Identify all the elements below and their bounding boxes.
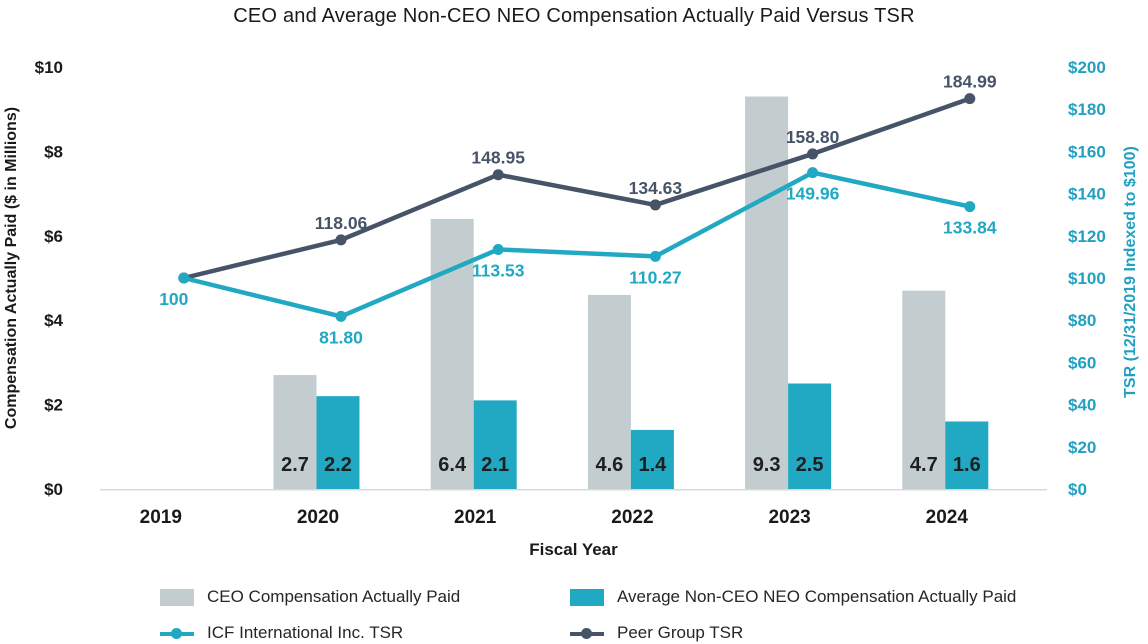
icf-tsr-point-2022 — [649, 250, 661, 262]
right-axis-tick-label: $140 — [1068, 185, 1106, 204]
peer-tsr-point-2021 — [492, 169, 504, 181]
neo-bar-label: 1.4 — [638, 454, 667, 476]
neo-bar-label: 1.6 — [953, 454, 981, 476]
peer-tsr-point-2022 — [649, 199, 661, 211]
icf-tsr-data-label: 100 — [159, 289, 188, 309]
right-axis-tick-label: $40 — [1068, 396, 1096, 415]
peer-tsr-data-label: 148.95 — [471, 148, 525, 168]
ceo-bar-label: 4.7 — [910, 454, 938, 476]
icf-tsr-point-2023 — [807, 167, 819, 179]
left-axis-tick-label: $2 — [44, 396, 63, 415]
x-axis-tick-label: 2021 — [454, 507, 497, 528]
peer-tsr-data-label: 184.99 — [943, 72, 997, 92]
icf-tsr-data-label: 149.96 — [786, 184, 840, 204]
peer-tsr-data-label: 118.06 — [315, 213, 368, 233]
icf-tsr-point-2019 — [178, 272, 190, 284]
left-axis-tick-label: $0 — [44, 480, 63, 499]
neo-bar-2024 — [945, 421, 989, 489]
ceo-bar-2021 — [430, 218, 474, 490]
icf-tsr-point-2024 — [964, 201, 976, 213]
ceo-bar-label: 4.6 — [595, 454, 623, 476]
right-axis-title: TSR (12/31/2019 Indexed to $100) — [1122, 146, 1139, 398]
icf-tsr-data-label: 113.53 — [472, 260, 525, 280]
x-axis-tick-label: 2023 — [768, 507, 810, 528]
neo-bar-label: 2.1 — [481, 454, 509, 476]
peer-tsr-data-label: 134.63 — [629, 178, 683, 198]
right-axis-tick-label: $80 — [1068, 311, 1096, 330]
ceo-bar-2024 — [902, 290, 946, 489]
icf-tsr-data-label: 133.84 — [943, 218, 997, 238]
peer-tsr-data-label: 158.80 — [786, 127, 840, 147]
neo-bar-2020 — [316, 396, 360, 489]
peer-tsr-point-2020 — [335, 234, 347, 246]
x-axis-tick-label: 2020 — [297, 507, 339, 528]
ceo-bar-label: 6.4 — [438, 454, 467, 476]
left-axis-tick-label: $4 — [44, 311, 63, 330]
neo-bar-label: 2.5 — [796, 454, 824, 476]
neo-bar-label: 2.2 — [324, 454, 352, 476]
neo-bar-2022 — [630, 429, 674, 489]
right-axis-tick-label: $180 — [1068, 100, 1106, 119]
right-axis-tick-label: $100 — [1068, 269, 1106, 288]
right-axis-tick-label: $160 — [1068, 142, 1106, 161]
icf-tsr-data-label: 110.27 — [629, 267, 682, 287]
left-axis-tick-label: $8 — [44, 142, 63, 161]
right-axis-tick-label: $120 — [1068, 227, 1106, 246]
icf-tsr-point-2021 — [492, 243, 504, 255]
right-axis-tick-label: $0 — [1068, 480, 1087, 499]
left-axis-title: Compensation Actually Paid ($ in Million… — [3, 106, 20, 430]
icf-tsr-line — [183, 170, 971, 319]
peer-tsr-point-2023 — [807, 148, 819, 160]
left-axis-tick-label: $6 — [44, 227, 63, 246]
x-axis-tick-label: 2022 — [611, 507, 653, 528]
chart-title: CEO and Average Non-CEO NEO Compensation… — [233, 5, 915, 27]
neo-bar-2021 — [473, 400, 517, 489]
ceo-bar-2023 — [745, 96, 789, 489]
ceo-bar-label: 9.3 — [753, 454, 781, 476]
x-axis-tick-label: 2024 — [926, 507, 969, 528]
neo-bar-2023 — [788, 383, 832, 489]
icf-tsr-point-2020 — [335, 310, 347, 322]
ceo-bar-2022 — [587, 294, 631, 489]
right-axis-tick-label: $60 — [1068, 353, 1096, 372]
peer-tsr-point-2024 — [964, 93, 976, 105]
left-axis-tick-label: $10 — [35, 58, 63, 77]
x-axis-tick-label: 2019 — [140, 507, 182, 528]
right-axis-tick-label: $200 — [1068, 58, 1106, 77]
icf-tsr-data-label: 81.80 — [319, 327, 363, 347]
peer-tsr-line — [183, 96, 971, 281]
right-axis-tick-label: $20 — [1068, 438, 1096, 457]
ceo-bar-label: 2.7 — [281, 454, 309, 476]
x-axis-title: Fiscal Year — [529, 540, 618, 559]
ceo-bar-2020 — [273, 375, 317, 489]
